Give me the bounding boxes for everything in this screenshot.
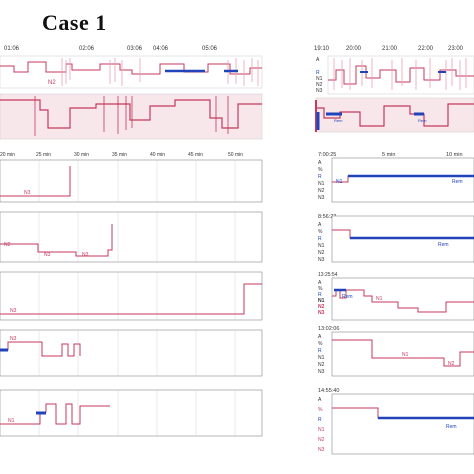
right-panel-time: 7:00:25 (318, 152, 336, 158)
stage-pct: % (318, 286, 323, 292)
right-panel-2: 8:56:23 A % R N1 N2 N3 Rem (318, 214, 474, 263)
right-overview-time: 23:00 (448, 46, 464, 52)
stage-n3: N3 (318, 369, 325, 375)
left-panel-label: N3 (10, 336, 17, 342)
left-zoom-tick: 45 min (188, 152, 203, 158)
left-panel-4: N3 (0, 329, 263, 377)
right-panel-label: N1 (376, 296, 383, 302)
stage-n2: N2 (318, 362, 325, 368)
right-stage-label: R (316, 70, 320, 76)
right-panel-label: N1 (402, 352, 409, 358)
left-overview-time: 04:06 (153, 46, 169, 52)
right-panel-5: 14:55:40 A % R N1 N2 N3 Rem (318, 388, 474, 455)
stage-n1: N1 (318, 243, 325, 249)
right-panel-4: 13:02:06 A % R N1 N2 N3 N1 N2 (318, 326, 474, 377)
right-overview-time: 20:00 (346, 46, 362, 52)
stage-pct: % (318, 341, 323, 347)
right-overview-hypnogram: A R N1 N2 N3 (316, 55, 474, 95)
left-zoom-tick: 35 min (112, 152, 127, 158)
stage-r: R (318, 292, 322, 298)
right-panel-time: 14:55:40 (318, 388, 339, 394)
stage-n3: N3 (318, 310, 325, 316)
right-stage-label: A (316, 57, 320, 63)
right-stage-label: N3 (316, 88, 323, 94)
right-panel-tick: 10 min (446, 152, 463, 158)
left-panel-label: N3 (82, 252, 89, 258)
left-zoom-tick: 50 min (228, 152, 243, 158)
stage-a: A (318, 397, 322, 403)
right-overview-time: 22:00 (418, 46, 434, 52)
stage-n2: N2 (318, 188, 325, 194)
stage-n2: N2 (318, 304, 325, 310)
left-overview-time: 05:06 (202, 46, 218, 52)
left-overview-hypnogram: N2 (0, 55, 263, 89)
right-overview-density: Rem Rem (315, 97, 474, 133)
right-panel-label: Rem (342, 294, 353, 300)
left-zoom-tick: 30 min (74, 152, 89, 158)
right-panel-time: 13:25:54 (318, 272, 338, 278)
right-stage-label: N2 (316, 82, 323, 88)
left-panel-label: N3 (44, 252, 51, 258)
left-panel-label: N2 (4, 242, 11, 248)
left-panel-1: N3 (0, 159, 263, 203)
left-zoom-tick: 25 min (36, 152, 51, 158)
right-panel-label: N1 (336, 179, 343, 185)
stage-n1: N1 (318, 298, 325, 304)
stage-n1: N1 (318, 355, 325, 361)
right-panel-time: 8:56:23 (318, 214, 336, 220)
stage-pct: % (318, 167, 323, 173)
right-overview-label: Rem (418, 118, 427, 123)
left-panel-label: N3 (24, 190, 31, 196)
right-panel-label: N2 (448, 361, 455, 367)
right-panel-label: Rem (446, 424, 457, 430)
left-overview-label: N2 (48, 80, 56, 86)
right-panel-time: 13:02:06 (318, 326, 339, 332)
left-panel-label: N1 (8, 418, 15, 424)
right-panel-label: Rem (452, 179, 463, 185)
left-zoom-tick: 20 min (0, 152, 15, 158)
figure-title: Case 1 (42, 10, 107, 35)
right-stage-label: N1 (316, 76, 323, 82)
left-panel-2: N2 N3 N3 (0, 211, 263, 263)
stage-n3: N3 (318, 447, 325, 453)
stage-a: A (318, 160, 322, 166)
stage-r: R (318, 417, 322, 423)
stage-n2: N2 (318, 437, 325, 443)
stage-pct: % (318, 229, 323, 235)
right-panel-1: 7:00:25 5 min 10 min A % R N1 N2 N3 N1 R… (318, 152, 474, 203)
right-panel-label: Rem (438, 242, 449, 248)
stage-r: R (318, 348, 322, 354)
stage-n2: N2 (318, 250, 325, 256)
left-overview-time: 03:06 (127, 46, 143, 52)
left-overview-density (0, 93, 263, 140)
stage-a: A (318, 222, 322, 228)
left-overview-time: 01:06 (4, 46, 20, 52)
right-overview-time: 21:00 (382, 46, 398, 52)
right-panel-tick: 5 min (382, 152, 395, 158)
stage-n1: N1 (318, 181, 325, 187)
stage-n3: N3 (318, 195, 325, 201)
stage-a: A (318, 280, 322, 286)
stage-r: R (318, 236, 322, 242)
left-overview-time: 02:06 (79, 46, 95, 52)
left-panel-5: N1 (0, 389, 263, 437)
right-overview-time: 19:10 (314, 46, 330, 52)
stage-a: A (318, 334, 322, 340)
right-panel-3: 13:25:54 A % R N1 N2 N3 Rem N1 (318, 272, 474, 321)
stage-n3: N3 (318, 257, 325, 263)
stage-n1: N1 (318, 427, 325, 433)
left-panel-label: N3 (10, 308, 17, 314)
right-overview-label: Rem (334, 118, 343, 123)
left-panel-3: N3 (0, 271, 263, 321)
left-zoom-tick: 40 min (150, 152, 165, 158)
stage-r: R (318, 174, 322, 180)
stage-pct: % (318, 407, 323, 413)
